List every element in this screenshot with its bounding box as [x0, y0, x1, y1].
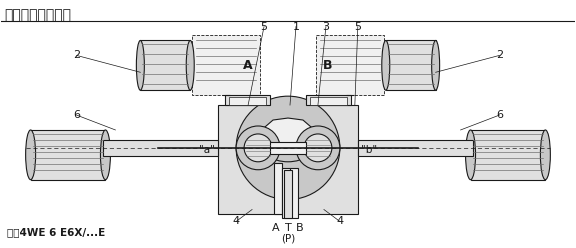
- Text: (P): (P): [281, 233, 295, 243]
- Bar: [310, 97, 347, 105]
- Ellipse shape: [137, 40, 145, 90]
- Circle shape: [304, 134, 332, 162]
- Bar: [316, 35, 384, 95]
- Bar: [104, 140, 218, 156]
- Bar: [270, 142, 306, 154]
- Bar: [31, 130, 105, 180]
- Text: 6: 6: [73, 110, 80, 120]
- Text: 2: 2: [496, 50, 503, 60]
- Ellipse shape: [26, 130, 36, 180]
- Text: 功能说明，剖视图: 功能说明，剖视图: [5, 9, 71, 23]
- Ellipse shape: [465, 130, 476, 180]
- Text: "b": "b": [361, 145, 377, 155]
- Text: 1: 1: [293, 22, 300, 31]
- Ellipse shape: [186, 40, 194, 90]
- Bar: [141, 40, 190, 90]
- Bar: [229, 97, 266, 105]
- Text: 4: 4: [233, 217, 240, 226]
- Ellipse shape: [100, 130, 111, 180]
- Bar: [274, 163, 282, 215]
- Circle shape: [236, 126, 280, 170]
- Circle shape: [236, 96, 340, 200]
- Text: 4: 4: [336, 217, 343, 226]
- Bar: [358, 140, 472, 156]
- Text: "a": "a": [199, 145, 215, 155]
- Bar: [471, 130, 545, 180]
- Bar: [386, 40, 435, 90]
- Text: 5: 5: [354, 22, 361, 31]
- Circle shape: [296, 126, 340, 170]
- Bar: [225, 95, 270, 105]
- Bar: [218, 105, 358, 215]
- Text: A: A: [272, 223, 280, 233]
- Polygon shape: [258, 118, 318, 153]
- Text: T: T: [285, 223, 291, 233]
- Ellipse shape: [382, 40, 390, 90]
- Bar: [290, 168, 298, 218]
- Text: A: A: [243, 59, 253, 72]
- Bar: [306, 95, 351, 105]
- Text: 型号4WE 6 E6X/...E: 型号4WE 6 E6X/...E: [7, 227, 105, 237]
- Text: 2: 2: [73, 50, 80, 60]
- Ellipse shape: [431, 40, 439, 90]
- Text: 3: 3: [323, 22, 329, 31]
- Ellipse shape: [540, 130, 550, 180]
- Text: 6: 6: [496, 110, 503, 120]
- Circle shape: [244, 134, 272, 162]
- Text: B: B: [323, 59, 333, 72]
- Text: B: B: [296, 223, 304, 233]
- Bar: [192, 35, 260, 95]
- Bar: [284, 170, 292, 218]
- Bar: [282, 168, 290, 218]
- Text: 5: 5: [260, 22, 268, 31]
